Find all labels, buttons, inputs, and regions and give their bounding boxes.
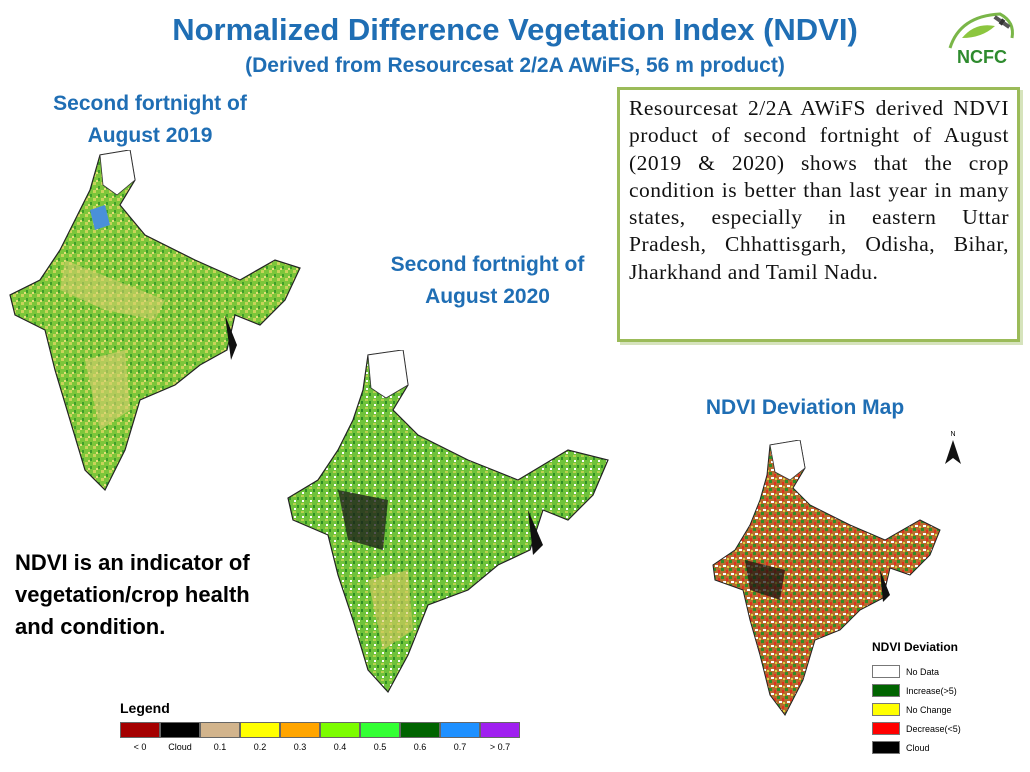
deviation-swatch (872, 684, 900, 697)
deviation-legend-row: No Data (872, 662, 1022, 681)
deviation-label: Cloud (906, 742, 930, 753)
deviation-swatch (872, 741, 900, 754)
north-label: N (950, 431, 955, 438)
legend-label: < 0 (133, 742, 147, 752)
legend-swatch (400, 722, 440, 738)
page-title: Normalized Difference Vegetation Index (… (172, 12, 858, 47)
legend-swatch (240, 722, 280, 738)
page-subtitle: (Derived from Resourcesat 2/2A AWiFS, 56… (245, 54, 785, 77)
description-text: Resourcesat 2/2A AWiFS derived NDVI prod… (629, 96, 1009, 284)
map-2019-label: Second fortnight of August 2019 (53, 92, 247, 147)
deviation-label: No Data (906, 666, 940, 677)
legend-title: Legend (120, 700, 170, 716)
deviation-legend-row: No Change (872, 700, 1022, 719)
logo-text: NCFC (957, 47, 1007, 67)
ncfc-logo: NCFC (948, 12, 1014, 67)
legend-labels: < 0 Cloud 0.1 0.2 0.3 0.4 0.5 0.6 0.7 > 0.7 (120, 742, 520, 752)
ndvi-map-2019 (9, 150, 301, 492)
legend-label: 0.7 (453, 742, 467, 752)
legend-swatch (360, 722, 400, 738)
legend-swatch (160, 722, 200, 738)
legend-label: 0.4 (333, 742, 347, 752)
ndvi-map-2020 (287, 350, 609, 694)
legend-swatch (480, 722, 520, 738)
deviation-swatch (872, 665, 900, 678)
legend-label: Cloud (168, 742, 192, 752)
deviation-legend: NDVI Deviation No Data Increase(>5) No Cha… (872, 640, 1022, 757)
deviation-swatch (872, 703, 900, 716)
map-2020-label: Second fortnight of August 2020 (390, 253, 585, 308)
legend-swatch (320, 722, 360, 738)
deviation-label: No Change (906, 704, 952, 715)
deviation-swatch (872, 722, 900, 735)
legend-label: > 0.7 (489, 742, 511, 752)
deviation-legend-row: Increase(>5) (872, 681, 1022, 700)
ndvi-deviation-map (712, 440, 941, 716)
legend-swatch (440, 722, 480, 738)
legend-label: 0.1 (213, 742, 227, 752)
legend-label: 0.2 (253, 742, 267, 752)
deviation-label: Increase(>5) (906, 685, 957, 696)
deviation-label: Decrease(<5) (906, 723, 961, 734)
legend-label: 0.3 (293, 742, 307, 752)
deviation-legend-row: Cloud (872, 738, 1022, 757)
deviation-legend-title: NDVI Deviation (872, 640, 959, 654)
deviation-map-label: NDVI Deviation Map (705, 396, 905, 419)
legend-color-bar (120, 722, 520, 738)
north-arrow-icon: N (945, 431, 961, 464)
description-box: Resourcesat 2/2A AWiFS derived NDVI prod… (617, 87, 1020, 342)
legend-label: 0.5 (373, 742, 387, 752)
deviation-legend-row: Decrease(<5) (872, 719, 1022, 738)
legend-swatch (280, 722, 320, 738)
ndvi-indicator-note: NDVI is an indicator of vegetation/crop … (15, 550, 250, 639)
legend-swatch (120, 722, 160, 738)
legend-label: 0.6 (413, 742, 427, 752)
legend-swatch (200, 722, 240, 738)
